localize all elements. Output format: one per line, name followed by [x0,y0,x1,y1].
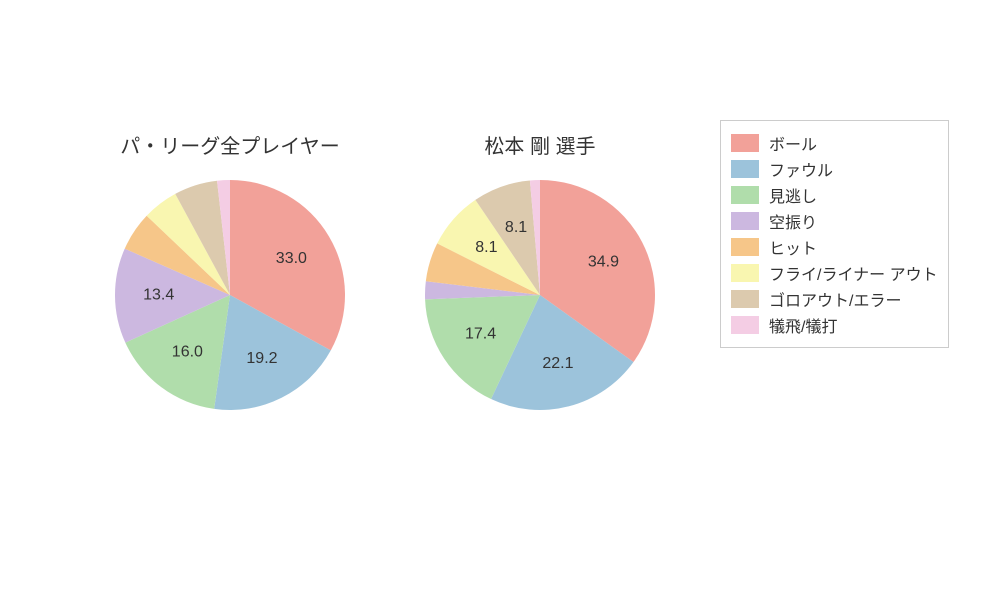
legend-label-ball: ボール [769,131,817,155]
pie-title-league: パ・リーグ全プレイヤー [80,130,380,159]
legend-item-swinging: 空振り [731,209,938,233]
legend-swatch-swinging [731,212,759,230]
legend-label-flyliner: フライ/ライナー アウト [769,261,938,285]
legend-swatch-hit [731,238,759,256]
slice-label-looking: 17.4 [465,326,496,343]
legend-swatch-flyliner [731,264,759,282]
legend: ボールファウル見逃し空振りヒットフライ/ライナー アウトゴロアウト/エラー犠飛/… [720,120,949,348]
slice-label-ball: 33.0 [276,250,307,267]
slice-label-foul: 22.1 [542,355,573,372]
legend-swatch-sac [731,316,759,334]
legend-item-hit: ヒット [731,235,938,259]
legend-item-sac: 犠飛/犠打 [731,313,938,337]
legend-swatch-looking [731,186,759,204]
slice-label-foul: 19.2 [246,350,277,367]
legend-swatch-ball [731,134,759,152]
legend-label-hit: ヒット [769,235,817,259]
legend-item-flyliner: フライ/ライナー アウト [731,261,938,285]
slice-label-groundout: 8.1 [505,219,527,236]
legend-item-looking: 見逃し [731,183,938,207]
legend-label-sac: 犠飛/犠打 [769,313,837,337]
pie-chart-pair: 33.0 19.2 16.0 13.4 34.9 22.1 17.4 8.1 8.1 パ・リーグ… [0,0,1000,600]
slice-label-looking: 16.0 [172,343,203,360]
legend-item-ball: ボール [731,131,938,155]
slice-label-swinging: 13.4 [143,287,174,304]
legend-swatch-foul [731,160,759,178]
legend-label-looking: 見逃し [769,183,817,207]
pie-title-player: 松本 剛 選手 [390,130,690,159]
legend-item-foul: ファウル [731,157,938,181]
legend-label-foul: ファウル [769,157,833,181]
legend-swatch-groundout [731,290,759,308]
legend-label-swinging: 空振り [769,209,817,233]
slice-label-flyliner: 8.1 [475,239,497,256]
legend-item-groundout: ゴロアウト/エラー [731,287,938,311]
slice-label-ball: 34.9 [588,254,619,271]
legend-label-groundout: ゴロアウト/エラー [769,287,901,311]
